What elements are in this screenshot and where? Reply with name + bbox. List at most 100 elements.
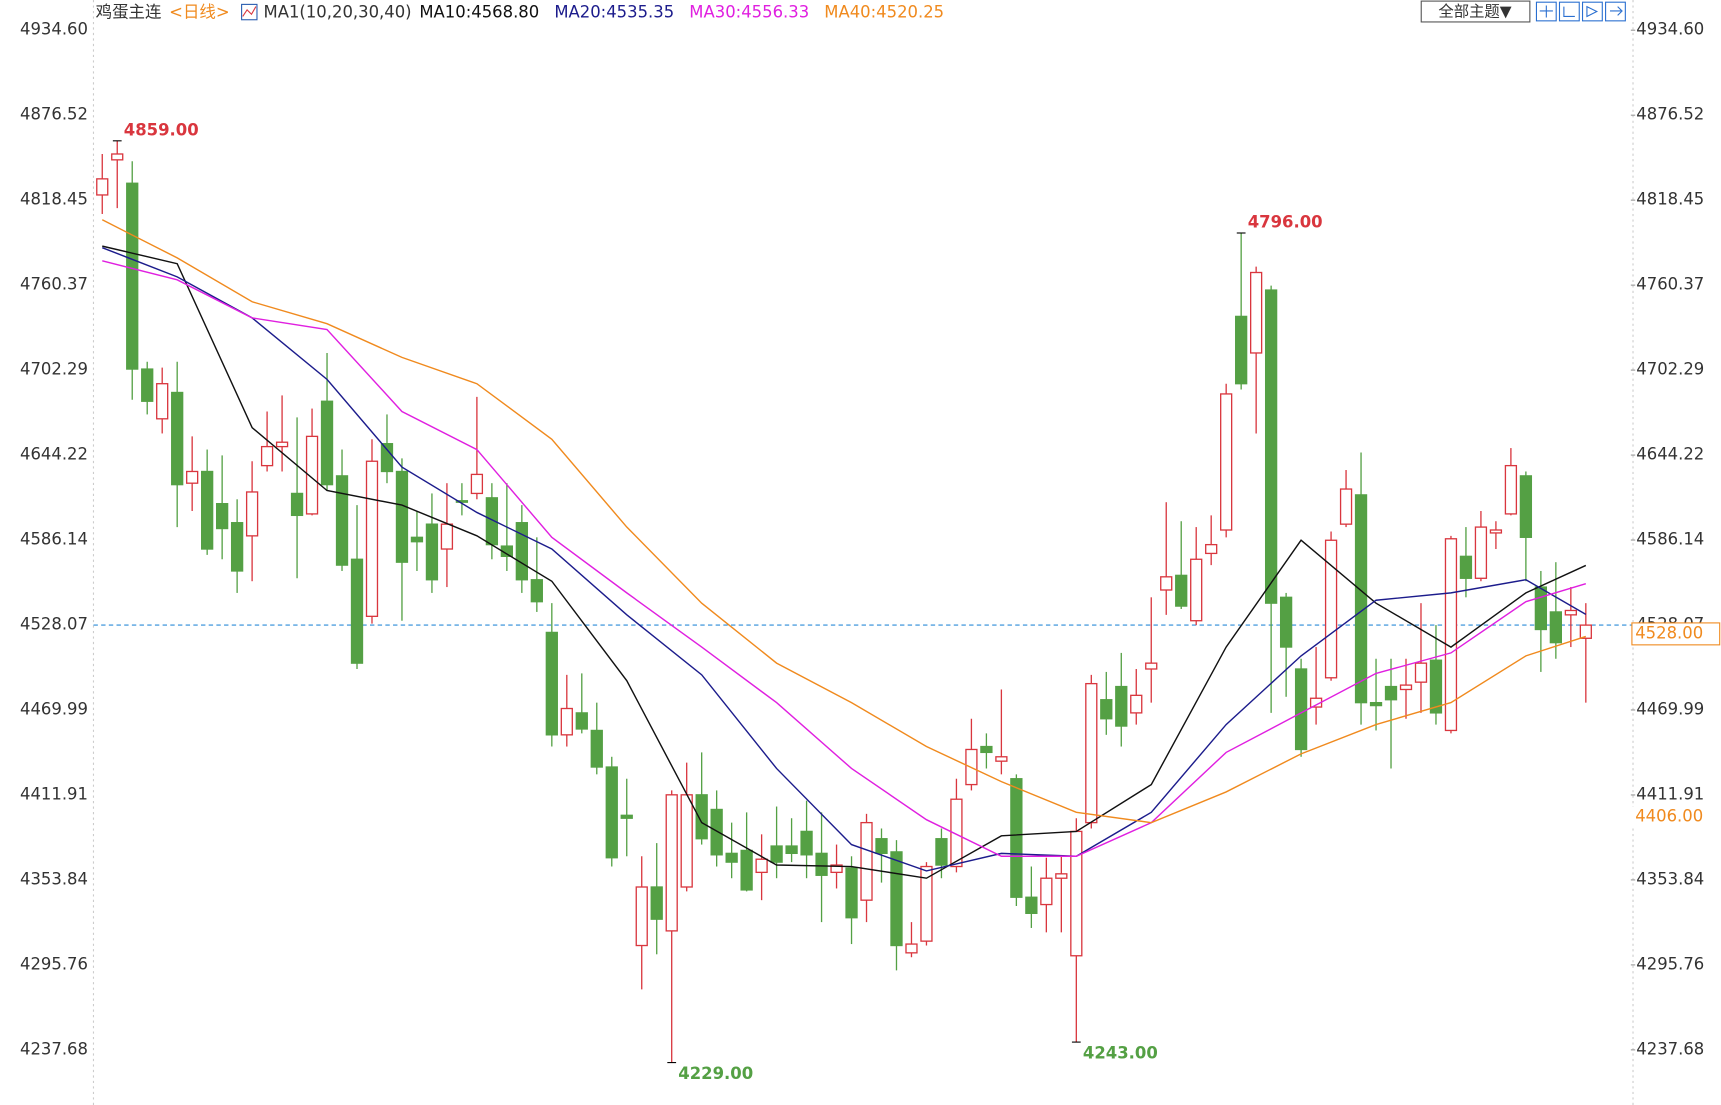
ma-line (102, 245, 1587, 879)
candle-body (1055, 873, 1068, 879)
candle-body (560, 707, 573, 736)
candle-body (725, 852, 738, 863)
candle-body (950, 798, 963, 868)
candle-body (1145, 662, 1158, 670)
chart-title: 鸡蛋主连 (96, 3, 162, 22)
candle-body (1459, 555, 1473, 579)
period-label: <日线> (169, 3, 229, 22)
candle-body (515, 522, 528, 581)
candle-body (470, 473, 484, 495)
candle-body (785, 845, 798, 855)
extreme-label: 4859.00 (124, 120, 199, 139)
indicator-icon-glyph (242, 6, 257, 17)
candle-body (620, 814, 633, 819)
candle-body (1489, 529, 1503, 534)
candle-body (1384, 685, 1398, 701)
legend-entry: MA20:4535.35 (554, 3, 674, 22)
candle-body (800, 830, 813, 856)
candle-body (305, 435, 319, 515)
candle-body (1190, 558, 1203, 622)
candle-body (1294, 668, 1308, 751)
candle-body (1429, 659, 1443, 714)
y-tick-label-right: 4760.37 (1636, 275, 1704, 294)
y-tick-label-left: 4411.91 (20, 784, 88, 803)
y-tick-label-left: 4934.60 (20, 20, 88, 39)
candle-body (890, 851, 903, 947)
y-tick-label-right: 4295.76 (1636, 954, 1704, 973)
candle-body (96, 178, 109, 196)
candle-body (201, 470, 214, 550)
indicator-label: MA1(10,20,30,40) (264, 3, 412, 22)
y-tick-label-left: 4818.45 (20, 190, 88, 209)
extreme-label: 4229.00 (678, 1064, 753, 1083)
theme-button[interactable] (1420, 0, 1531, 23)
candle-body (215, 503, 229, 530)
candle-body (1160, 576, 1173, 591)
candle-body (1249, 271, 1263, 354)
y-tick-label-right: 4411.91 (1636, 784, 1704, 803)
candle-body (695, 794, 708, 840)
y-tick-label-right: 4702.29 (1636, 360, 1704, 379)
candle-body (770, 845, 783, 863)
candle-body (320, 400, 334, 486)
candle-body (875, 838, 888, 855)
candle-body (290, 492, 304, 517)
candle-body (245, 491, 259, 537)
candle-body (1414, 662, 1428, 683)
candle-body (530, 579, 543, 603)
legend-entry: MA10:4568.80 (419, 3, 539, 22)
candle-body (755, 858, 768, 874)
y-tick-label-left: 4237.68 (20, 1039, 88, 1058)
marker-bg (1631, 806, 1720, 827)
candle-body (1085, 682, 1098, 824)
ma-line (101, 247, 1587, 872)
candle-body (545, 631, 558, 736)
candle-body (1444, 538, 1458, 732)
candle-body (710, 808, 723, 856)
candle-body (425, 523, 439, 581)
y-tick-label-right: 4586.14 (1636, 530, 1704, 549)
candle-body (1010, 778, 1023, 898)
candle-body (230, 522, 244, 572)
candle-body (260, 445, 274, 467)
candle-body (111, 153, 124, 161)
y-tick-label-left: 4644.22 (20, 445, 88, 464)
candle-body (1070, 830, 1083, 957)
y-tick-label-left: 4469.99 (20, 699, 88, 718)
candle-body (1025, 896, 1038, 914)
candle-body (815, 852, 828, 876)
y-tick-label-right: 4469.99 (1636, 699, 1704, 718)
candle-body (845, 867, 858, 919)
extreme-label: 4796.00 (1248, 213, 1323, 232)
candle-body (1369, 701, 1383, 707)
candle-body (1130, 694, 1143, 714)
ma-line (102, 260, 1587, 857)
candle-body (995, 756, 1008, 762)
candle-body (365, 460, 379, 617)
candle-body (650, 886, 663, 920)
extreme-label: 4243.00 (1083, 1044, 1158, 1063)
candle-body (350, 558, 364, 664)
candle-body (1504, 464, 1518, 515)
tool-icon[interactable] (1581, 1, 1603, 22)
tool-icon[interactable] (1558, 1, 1580, 22)
candle-body (635, 886, 648, 947)
candle-body (860, 821, 873, 901)
candle-body (1399, 684, 1413, 691)
y-tick-label-left: 4353.84 (20, 869, 88, 888)
y-tick-label-right: 4876.52 (1636, 105, 1704, 124)
tool-icon-glyphs (1539, 5, 1623, 18)
candle-body (905, 943, 918, 954)
y-tick-label-left: 4586.14 (20, 530, 88, 549)
toolbar: 全部主题▼ (1420, 0, 1626, 23)
candle-body (830, 864, 843, 874)
y-tick-label-right: 4934.60 (1636, 20, 1704, 39)
candle-body (335, 475, 349, 566)
candle-body (1474, 526, 1488, 579)
candle-body (275, 441, 289, 448)
candle-body (380, 443, 394, 473)
candle-body (1115, 685, 1128, 727)
candle-body (440, 523, 454, 550)
